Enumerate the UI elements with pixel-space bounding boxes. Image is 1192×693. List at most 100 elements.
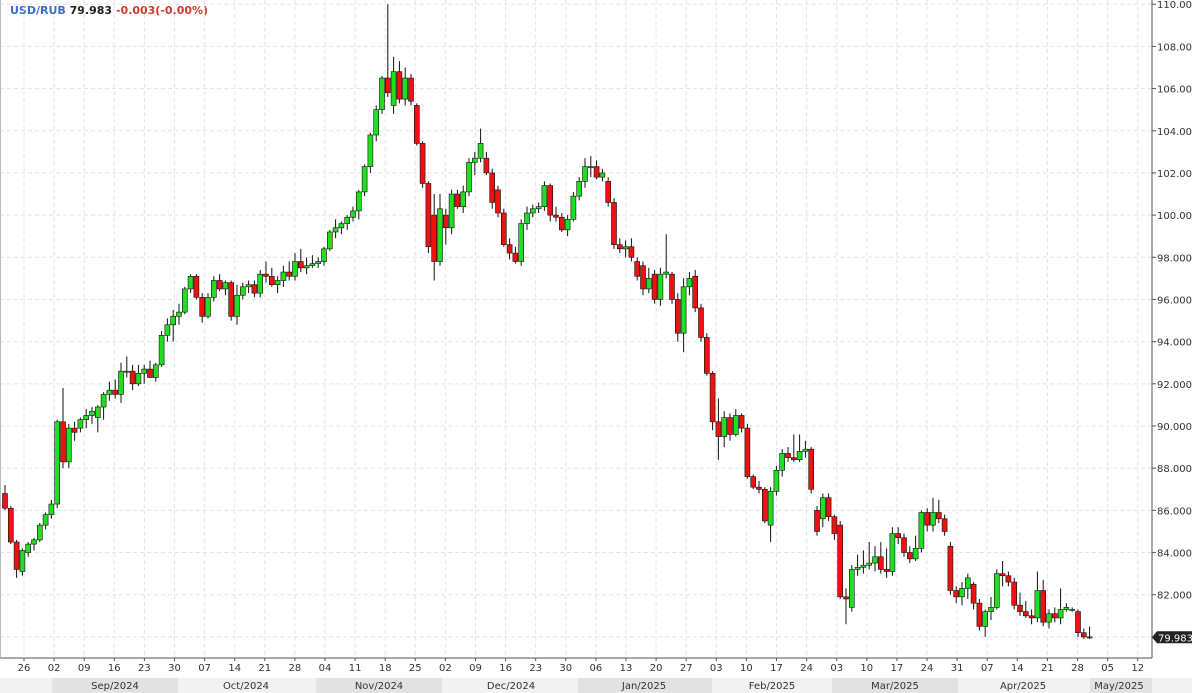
candle-body	[750, 476, 757, 488]
candle	[558, 213, 565, 232]
x-tick-label: 14	[228, 663, 241, 674]
candle	[582, 158, 588, 188]
candle-body	[280, 271, 287, 281]
candle-body	[292, 261, 298, 277]
candle-body	[512, 252, 519, 262]
x-month-label: Nov/2024	[355, 681, 403, 692]
candle-body	[761, 488, 768, 522]
candle-body	[843, 596, 849, 600]
candle	[263, 261, 269, 283]
candle	[941, 514, 948, 536]
candle-body	[802, 448, 809, 452]
x-tick-label: 04	[319, 663, 332, 674]
candle	[216, 274, 223, 292]
candle-body	[634, 261, 641, 277]
candle	[831, 514, 838, 540]
x-month-label: Jan/2025	[621, 681, 666, 692]
candle	[883, 548, 890, 578]
candle	[384, 4, 391, 98]
candle-body	[935, 512, 942, 520]
last-price-marker: 79.983	[1152, 631, 1192, 644]
candle-body	[361, 166, 368, 193]
candle	[489, 168, 496, 209]
candle-body	[831, 516, 838, 534]
candle-body	[141, 368, 147, 374]
candle-body	[176, 311, 182, 317]
candle	[541, 181, 548, 211]
candle-body	[408, 77, 414, 102]
y-tick-label: 108.000	[1157, 42, 1192, 53]
x-tick-label: 02	[48, 663, 61, 674]
candle-body	[640, 265, 646, 290]
candle	[240, 282, 246, 300]
candle	[796, 434, 803, 462]
candle	[251, 280, 258, 298]
candle	[454, 189, 461, 209]
candle	[1063, 603, 1070, 612]
candle-body	[901, 537, 907, 553]
candle	[187, 274, 194, 294]
candle-body	[947, 545, 954, 591]
candle	[686, 272, 693, 296]
candle	[292, 253, 298, 281]
month-band	[442, 678, 578, 693]
x-tick-label: 07	[981, 663, 994, 674]
candle-body	[31, 539, 37, 545]
candle	[761, 487, 768, 524]
candle-body	[19, 550, 26, 572]
candle-body	[866, 562, 873, 566]
x-tick-label: 10	[740, 663, 753, 674]
candle-body	[454, 193, 461, 207]
candle-body	[13, 541, 20, 570]
candle	[698, 303, 704, 342]
candle-body	[466, 162, 472, 193]
candle	[286, 261, 293, 281]
y-axis-labels: 80.00082.00084.00086.00088.00090.00092.0…	[1152, 0, 1192, 644]
candle-body	[616, 244, 623, 250]
candle	[1081, 628, 1087, 640]
candle	[466, 158, 472, 197]
candle	[1069, 607, 1075, 612]
candle	[199, 293, 205, 323]
candle	[524, 206, 530, 230]
candle-body	[1057, 609, 1064, 619]
candle-body	[489, 172, 496, 203]
x-tick-label: 02	[439, 663, 452, 674]
candle	[495, 185, 501, 218]
candle-body	[355, 191, 362, 212]
candle-body	[756, 486, 762, 490]
candle-body	[703, 337, 710, 374]
x-tick-label: 30	[168, 663, 181, 674]
candle	[906, 546, 913, 564]
candle	[13, 539, 20, 578]
x-tick-label: 23	[138, 663, 151, 674]
x-month-label: Dec/2024	[487, 681, 535, 692]
candle-body	[245, 284, 252, 288]
last-price-label: 79.983	[1158, 633, 1192, 644]
candle-body	[663, 271, 670, 275]
candle	[77, 417, 84, 433]
axes-layer	[0, 0, 1153, 659]
candle	[611, 198, 617, 249]
candle-body	[268, 275, 275, 286]
candle-body	[570, 195, 577, 220]
candle-body	[338, 223, 345, 229]
candle	[982, 609, 989, 637]
candle-body	[25, 543, 32, 553]
candle-body	[211, 280, 217, 298]
candle	[779, 449, 786, 477]
candle-body	[529, 208, 536, 214]
candle-body	[129, 370, 136, 385]
candle	[802, 440, 809, 458]
candle	[819, 493, 826, 528]
candle-body	[286, 271, 293, 277]
x-tick-label: 16	[108, 663, 121, 674]
x-tick-label: 21	[258, 663, 271, 674]
candle	[1040, 579, 1046, 627]
candle-body	[680, 286, 687, 334]
candle-body	[1011, 581, 1018, 606]
x-tick-label: 06	[590, 663, 603, 674]
candle	[182, 286, 188, 315]
candle	[338, 221, 345, 235]
